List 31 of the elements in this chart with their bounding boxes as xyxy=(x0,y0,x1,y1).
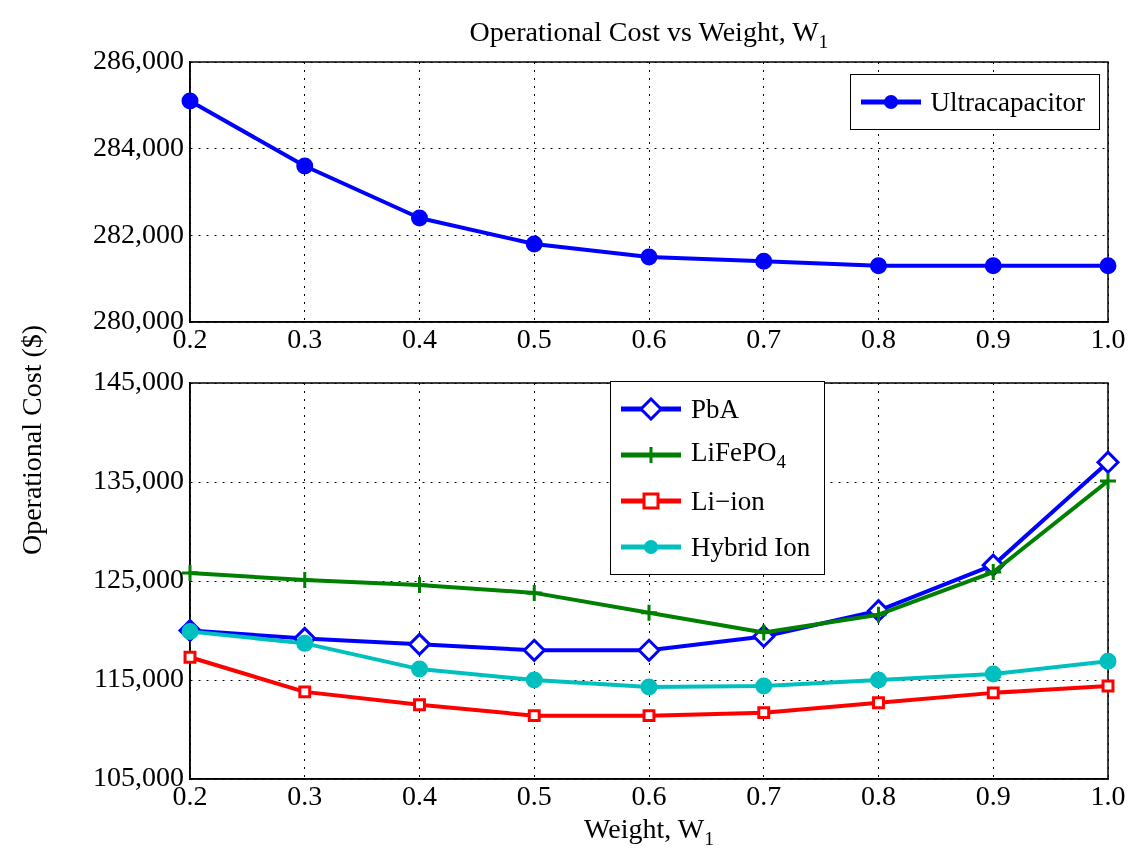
y-axis-title: Operational Cost ($) xyxy=(16,324,48,556)
legend-label: LiFePO$_{4}$ xyxy=(691,437,786,473)
x-tick-label: 0.8 xyxy=(861,780,896,812)
y-tick-label: 282,000 xyxy=(93,217,184,249)
x-tick-label: 0.6 xyxy=(631,780,667,812)
y-tick-label: 145,000 xyxy=(93,365,184,397)
x-tick-label: 1.0 xyxy=(1090,780,1126,812)
x-tick-label: 0.5 xyxy=(516,780,552,812)
x-tick-label: 0.9 xyxy=(975,323,1011,355)
y-tick-label: 115,000 xyxy=(94,662,184,694)
x-tick-label: 0.9 xyxy=(975,780,1011,812)
chart-title: Operational Cost vs Weight, W$_{1}$ xyxy=(468,16,830,53)
x-tick-label: 0.4 xyxy=(402,323,437,355)
y-tick-label: 284,000 xyxy=(93,131,184,163)
x-tick-label: 1.0 xyxy=(1090,323,1126,355)
x-tick-label: 0.4 xyxy=(402,780,437,812)
x-tick-label: 0.3 xyxy=(287,323,323,355)
x-tick-label: 0.3 xyxy=(287,780,323,812)
legend-label: Li−ion xyxy=(691,485,765,517)
legend-label: Ultracapacitor xyxy=(930,86,1085,118)
y-tick-label: 125,000 xyxy=(93,563,184,595)
x-tick-label: 0.5 xyxy=(516,323,552,355)
x-tick-label: 0.7 xyxy=(746,780,782,812)
x-tick-label: 0.8 xyxy=(861,323,896,355)
y-tick-label: 286,000 xyxy=(93,44,184,76)
x-axis-title: Weight, W$_{1}$ xyxy=(583,813,715,850)
legend-label: PbA xyxy=(691,393,740,425)
x-tick-label: 0.7 xyxy=(746,323,782,355)
x-tick-label: 0.6 xyxy=(631,323,667,355)
legend-label: Hybrid Ion xyxy=(691,531,811,563)
y-tick-label: 135,000 xyxy=(93,464,184,496)
